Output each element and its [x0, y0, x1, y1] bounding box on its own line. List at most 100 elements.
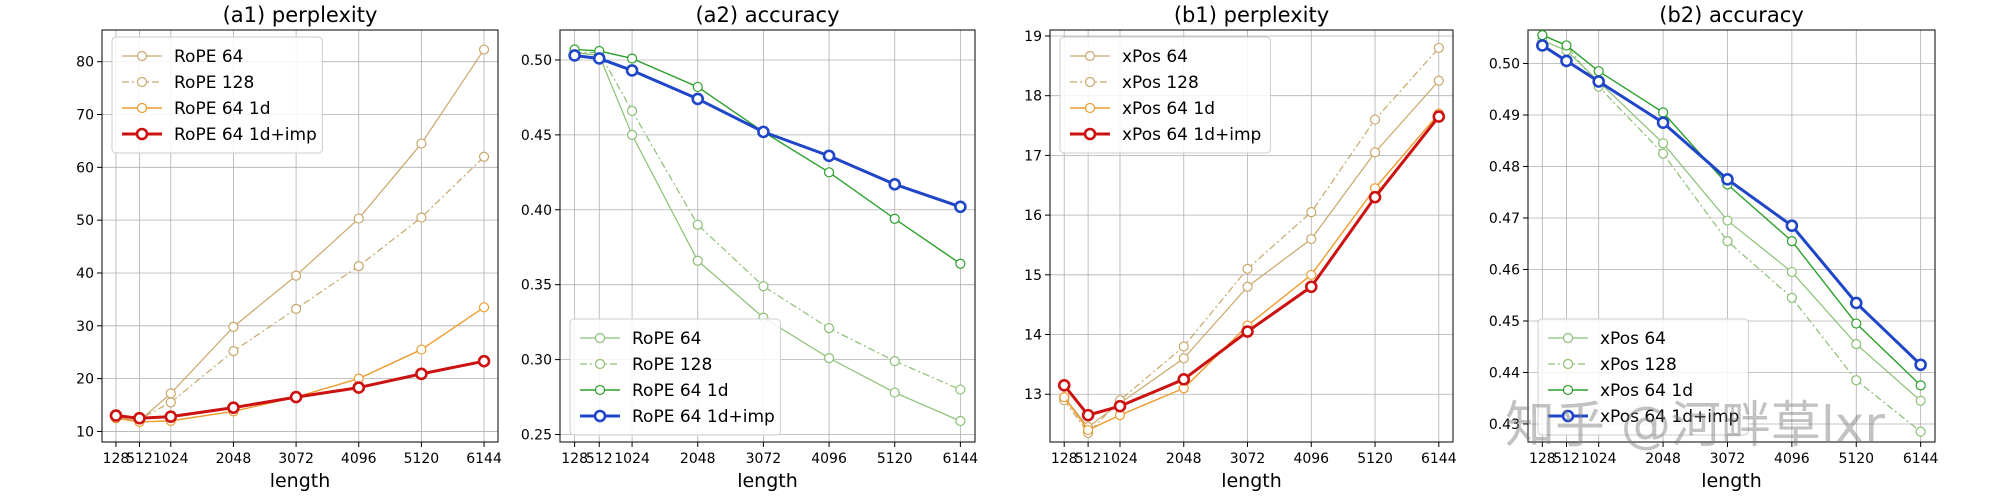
data-point — [1656, 116, 1670, 129]
data-point — [353, 213, 364, 224]
legend-marker — [594, 332, 606, 344]
legend-marker — [1561, 409, 1575, 423]
data-point — [1081, 408, 1095, 422]
data-point — [1851, 339, 1862, 350]
y-tick-label: 19 — [1024, 29, 1042, 45]
y-tick-label: 0.40 — [521, 203, 552, 219]
chart-title: (b2) accuracy — [1659, 3, 1804, 27]
data-point — [1657, 148, 1669, 159]
legend-label: xPos 64 1d+imp — [1122, 125, 1261, 145]
legend-label: xPos 64 1d — [1122, 99, 1215, 119]
legend-box — [1537, 318, 1749, 436]
x-tick-label: 4096 — [1774, 451, 1810, 467]
legend-marker — [135, 127, 149, 141]
data-point — [1369, 147, 1381, 158]
data-point — [823, 167, 835, 178]
data-point — [823, 323, 835, 334]
y-tick-label: 15 — [1024, 268, 1042, 284]
y-tick-label: 60 — [76, 160, 94, 176]
data-point — [1593, 66, 1604, 77]
legend-box — [569, 318, 781, 436]
legend-label: xPos 64 1d — [1600, 381, 1693, 401]
data-point — [227, 401, 240, 414]
data-point — [757, 125, 770, 139]
data-point — [1722, 236, 1733, 247]
data-point — [625, 64, 639, 77]
legend-label: RoPE 128 — [174, 73, 254, 93]
data-point — [1657, 107, 1669, 118]
y-tick-label: 50 — [76, 213, 94, 229]
watermark: 知乎 @河畔草lxr — [1505, 396, 1885, 454]
data-point — [1242, 263, 1253, 274]
data-point — [692, 219, 703, 230]
chart-title: (a2) accuracy — [695, 3, 839, 27]
data-point — [1083, 424, 1094, 436]
legend-label: RoPE 64 — [632, 329, 701, 349]
legend-marker — [1084, 50, 1096, 62]
legend-label: xPos 64 — [1600, 329, 1666, 349]
data-point — [1178, 353, 1189, 364]
y-tick-label: 17 — [1024, 148, 1042, 164]
x-tick-label: 6144 — [1421, 451, 1457, 467]
legend-box — [1059, 36, 1271, 154]
data-point — [1432, 110, 1446, 123]
data-point — [568, 49, 581, 62]
x-axis-label: length — [270, 470, 331, 492]
x-axis-label: length — [1221, 470, 1282, 492]
data-point — [1536, 39, 1549, 52]
data-point — [1786, 236, 1797, 247]
legend-marker — [136, 76, 148, 88]
data-point — [1915, 426, 1926, 437]
axes-frame — [1049, 29, 1454, 443]
data-point — [691, 92, 705, 106]
x-tick-label: 6144 — [466, 451, 502, 467]
data-point — [1368, 190, 1382, 204]
y-tick-label: 13 — [1024, 387, 1042, 403]
data-point — [290, 270, 302, 281]
legend-label: RoPE 128 — [632, 355, 712, 375]
x-axis-label: length — [1701, 470, 1762, 492]
x-tick-label: 1024 — [153, 451, 189, 467]
data-point — [416, 138, 427, 149]
data-point — [133, 411, 146, 425]
x-tick-label: 512 — [1553, 451, 1580, 467]
data-point — [692, 255, 703, 266]
x-tick-label: 1024 — [1581, 451, 1617, 467]
data-point — [1241, 325, 1254, 338]
data-point — [1306, 207, 1317, 218]
data-point — [1113, 399, 1127, 413]
series-line-rope-64 — [574, 51, 961, 422]
legend-marker — [1083, 127, 1097, 141]
data-point — [1786, 292, 1797, 303]
y-tick-label: 40 — [76, 266, 94, 282]
data-point — [416, 212, 427, 223]
data-point — [1915, 380, 1926, 391]
data-point — [416, 344, 427, 355]
data-point — [822, 149, 836, 163]
data-point — [954, 200, 967, 214]
x-tick-label: 4096 — [341, 451, 377, 467]
x-tick-label: 512 — [126, 451, 153, 467]
x-tick-label: 5120 — [877, 451, 913, 467]
data-point — [1177, 373, 1191, 386]
axes-frame — [559, 29, 976, 443]
y-tick-label: 0.46 — [1489, 262, 1520, 278]
data-point — [1433, 42, 1444, 54]
y-tick-label: 20 — [76, 372, 94, 388]
legend-marker — [1562, 384, 1574, 396]
data-point — [228, 346, 239, 357]
y-tick-label: 0.48 — [1489, 159, 1520, 175]
data-point — [823, 353, 835, 364]
chart-title: (b1) perplexity — [1174, 3, 1329, 27]
x-tick-label: 5120 — [1357, 451, 1393, 467]
data-point — [1851, 375, 1862, 386]
y-tick-label: 0.50 — [1489, 56, 1520, 72]
y-tick-label: 14 — [1024, 328, 1042, 344]
data-point — [888, 178, 902, 191]
y-tick-label: 0.47 — [1489, 211, 1520, 227]
legend-marker — [1562, 358, 1574, 370]
data-point — [1561, 40, 1572, 51]
x-tick-label: 128 — [103, 451, 130, 467]
